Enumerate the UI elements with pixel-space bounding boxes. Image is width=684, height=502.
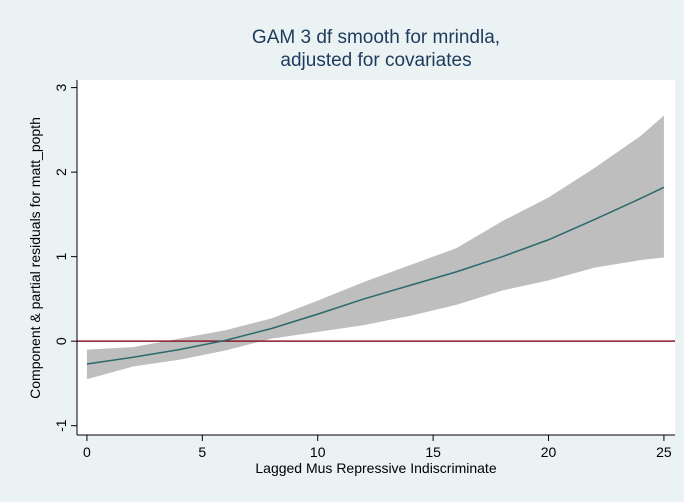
y-tick-label: 2 [53,168,69,176]
y-tick-label: 0 [53,337,69,345]
chart-title: adjusted for covariates [280,50,471,71]
x-axis-label: Lagged Mus Repressive Indiscriminate [255,460,496,476]
y-tick-label: 1 [53,253,69,261]
chart-title: GAM 3 df smooth for mrindla, [252,27,500,48]
x-tick-label: 10 [310,444,326,460]
y-tick-label: 3 [53,84,69,92]
fit-line [86,186,665,365]
x-tick-label: 0 [83,444,91,460]
y-tick-label: -1 [53,419,69,432]
x-tick-label: 5 [198,444,206,460]
x-tick-label: 25 [656,444,672,460]
x-tick-label: 20 [541,444,557,460]
confidence-band [86,115,664,380]
x-tick-label: 15 [425,444,441,460]
y-axis-label: Component & partial residuals for matt_p… [27,117,43,399]
